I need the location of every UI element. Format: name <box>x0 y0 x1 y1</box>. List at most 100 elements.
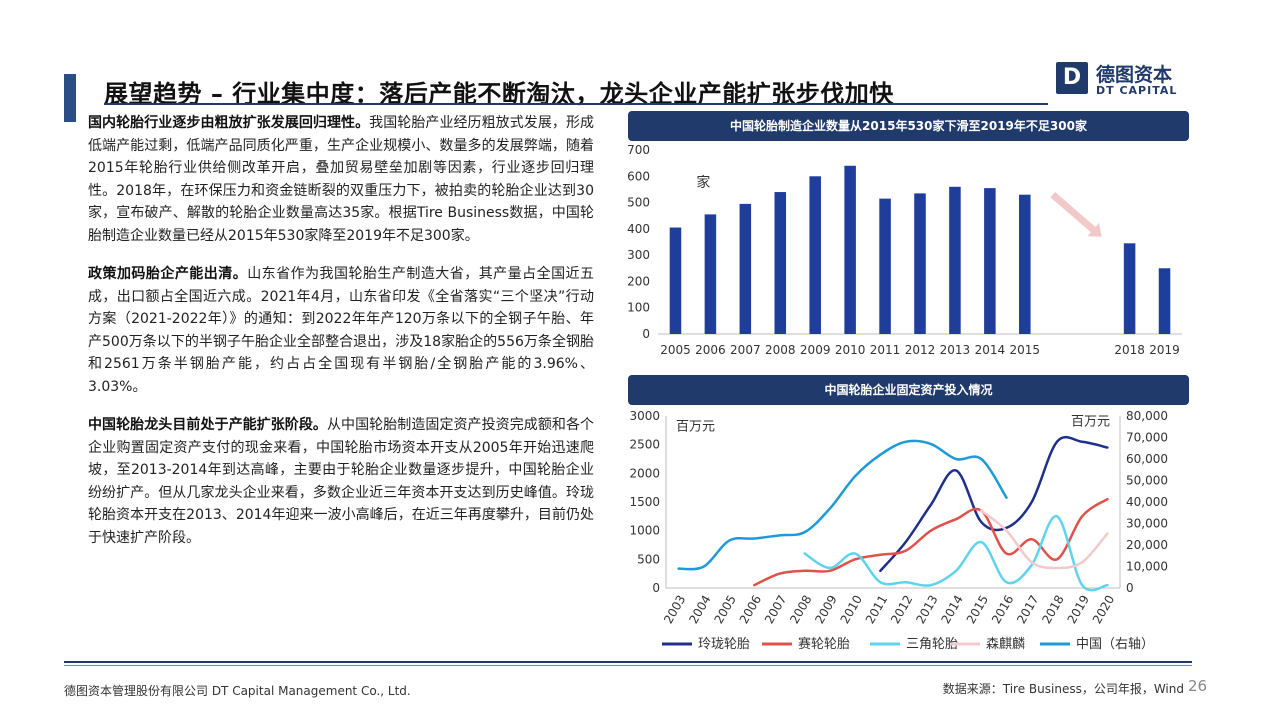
x-tick-label: 2009 <box>800 343 831 357</box>
x-tick-label: 2006 <box>695 343 726 357</box>
footer-company: 德图资本管理股份有限公司 DT Capital Management Co., … <box>64 684 411 698</box>
x-tick-label: 2011 <box>870 343 901 357</box>
right-tick-label: 70,000 <box>1126 431 1168 445</box>
bar-2011 <box>879 198 891 334</box>
bar-2007 <box>739 203 752 334</box>
bar-2018 <box>1123 243 1136 334</box>
bar-2005 <box>669 227 682 334</box>
footer-divider <box>64 661 1192 663</box>
x-tick-label: 2012 <box>905 343 936 357</box>
right-tick-label: 50,000 <box>1126 474 1168 488</box>
footer-source: 数据来源：Tire Business，公司年报，Wind <box>942 682 1184 696</box>
x-tick-label: 2019 <box>1149 343 1180 357</box>
bar-2009 <box>809 176 821 334</box>
x-tick-label: 2009 <box>812 593 839 626</box>
right-tick-label: 10,000 <box>1126 560 1168 574</box>
right-tick-label: 40,000 <box>1126 495 1168 509</box>
series-line-3 <box>980 509 1109 570</box>
x-tick-label: 2015 <box>964 593 991 626</box>
x-tick-label: 2019 <box>1065 593 1092 626</box>
y-tick-label: 500 <box>627 196 650 210</box>
decline-arrow-shaft <box>1050 192 1098 235</box>
right-tick-label: 0 <box>1126 581 1134 595</box>
y-tick-label: 400 <box>627 222 650 236</box>
y-tick-label: 0 <box>642 327 650 341</box>
x-tick-label: 2010 <box>838 593 865 626</box>
legend-label: 森麒麟 <box>986 636 1025 652</box>
paragraph-body: 我国轮胎产业经历粗放式发展，形成低端产能过剩，低端产品同质化严重，生产企业规模小… <box>88 115 595 244</box>
legend-label: 中国（右轴） <box>1076 637 1154 652</box>
series-line-4 <box>677 439 1008 571</box>
right-tick-label: 30,000 <box>1126 517 1168 531</box>
x-tick-label: 2003 <box>661 593 688 626</box>
paragraph-body: 山东省作为我国轮胎生产制造大省，其产量占全国近五成，出口额占全国近六成。2021… <box>88 266 595 395</box>
y-tick-label: 300 <box>627 248 650 262</box>
x-tick-label: 2007 <box>730 343 761 357</box>
unit-label: 家 <box>696 174 710 191</box>
footer-divider-thin <box>64 665 1192 666</box>
right-unit-label: 百万元 <box>1071 415 1110 430</box>
bar-2015 <box>1019 194 1031 334</box>
y-tick-label: 700 <box>627 143 650 157</box>
enterprise-count-bar-chart: 0 100 200 300 400 500 600 700 2005 2006 2007 2008 20… <box>627 143 1182 357</box>
chart2-title: 中国轮胎企业固定资产投入情况 <box>628 375 1189 405</box>
left-tick-label: 2500 <box>629 438 660 452</box>
right-tick-label: 80,000 <box>1126 409 1168 423</box>
x-tick-label: 2008 <box>765 343 796 357</box>
paragraph-policy: 政策加码胎企产能出清。山东省作为我国轮胎生产制造大省，其产量占全国近五成，出口额… <box>88 263 594 398</box>
paragraph-industry-rationality: 国内轮胎行业逐步由粗放扩张发展回归理性。我国轮胎产业经历粗放式发展，形成低端产能… <box>88 112 594 247</box>
body-text: 国内轮胎行业逐步由粗放扩张发展回归理性。我国轮胎产业经历粗放式发展，形成低端产能… <box>88 112 594 565</box>
page-number: 26 <box>1188 677 1208 695</box>
x-tick-label: 2013 <box>940 343 971 357</box>
chart1-title: 中国轮胎制造企业数量从2015年530家下滑至2019年不足300家 <box>628 111 1189 141</box>
left-tick-label: 1000 <box>629 524 660 538</box>
x-tick-label: 2010 <box>835 343 866 357</box>
legend-label: 赛轮轮胎 <box>798 636 850 652</box>
x-tick-label: 2008 <box>787 593 814 626</box>
x-tick-label: 2018 <box>1114 343 1145 357</box>
legend-label: 玲珑轮胎 <box>698 637 750 652</box>
bar-2013 <box>949 186 961 334</box>
paragraph-expansion: 中国轮胎龙头目前处于产能扩张阶段。从中国轮胎制造固定资产投资完成额和各个企业购置… <box>88 414 594 549</box>
x-tick-label: 2011 <box>863 593 890 626</box>
x-tick-label: 2005 <box>660 343 691 357</box>
x-tick-label: 2013 <box>913 593 940 626</box>
x-tick-label: 2020 <box>1090 593 1117 626</box>
x-tick-label: 2004 <box>686 593 713 626</box>
right-tick-label: 60,000 <box>1126 452 1168 466</box>
x-tick-label: 2016 <box>989 593 1016 626</box>
bar-2012 <box>914 193 926 334</box>
paragraph-body: 从中国轮胎制造固定资产投资完成额和各个企业购置固定资产支付的现金来看，中国轮胎市… <box>88 417 595 546</box>
series-line-2 <box>803 515 1109 592</box>
logo-mark-icon: D <box>1056 62 1088 94</box>
left-tick-label: 0 <box>652 581 660 595</box>
left-tick-label: 3000 <box>629 409 660 423</box>
y-tick-label: 200 <box>627 274 650 288</box>
bar-2006 <box>704 214 717 334</box>
bar-2008 <box>774 192 787 334</box>
x-tick-label: 2012 <box>888 593 915 626</box>
x-tick-label: 2017 <box>1014 593 1041 626</box>
logo-name-cn: 德图资本 <box>1096 64 1173 86</box>
y-tick-label: 600 <box>627 169 650 183</box>
fixed-asset-line-chart: 0 500 1000 1500 2000 2500 3000 0 10,000 20,000 30,… <box>629 409 1168 652</box>
x-tick-label: 2006 <box>737 593 764 626</box>
bar-2019 <box>1158 268 1171 334</box>
left-tick-label: 2000 <box>629 466 660 480</box>
x-tick-label: 2014 <box>939 593 966 626</box>
paragraph-lead: 中国轮胎龙头目前处于产能扩张阶段。 <box>88 417 327 433</box>
right-tick-label: 20,000 <box>1126 538 1168 552</box>
x-tick-label: 2005 <box>712 593 739 626</box>
paragraph-lead: 国内轮胎行业逐步由粗放扩张发展回归理性。 <box>88 115 370 131</box>
bar-2014 <box>984 188 996 334</box>
left-unit-label: 百万元 <box>676 419 715 434</box>
logo-name-en: DT CAPITAL <box>1096 84 1178 97</box>
left-tick-label: 1500 <box>629 495 660 509</box>
series-line-0 <box>879 435 1109 573</box>
y-tick-label: 100 <box>627 301 650 315</box>
series-line-1 <box>753 497 1109 587</box>
legend-label: 三角轮胎 <box>906 637 958 652</box>
bar-2010 <box>844 165 856 334</box>
title-divider <box>104 103 1048 105</box>
title-accent-bar <box>64 74 76 122</box>
